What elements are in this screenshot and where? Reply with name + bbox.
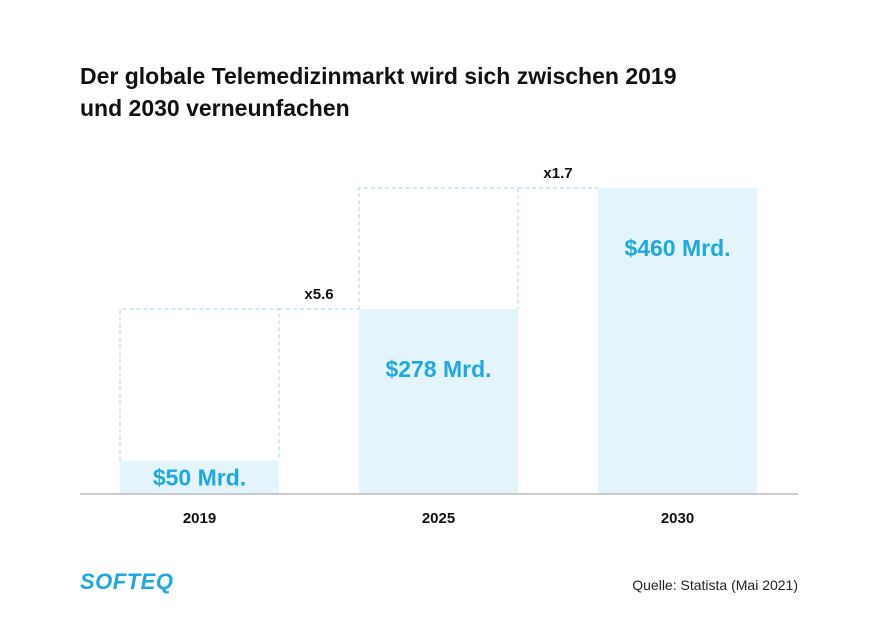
softeq-logo: SOFTEQ	[80, 569, 174, 594]
chart-title-line-1: Der globale Telemedizinmarkt wird sich z…	[80, 63, 677, 89]
growth-outline-2025	[358, 187, 519, 310]
chart-title-line-2: und 2030 verneunfachen	[80, 95, 350, 121]
value-label-2025: $278 Mrd.	[385, 356, 491, 382]
x-tick-label-2030: 2030	[661, 510, 694, 527]
chart-title: Der globale Telemedizinmarkt wird sich z…	[80, 60, 800, 124]
growth-outline-2019	[119, 308, 280, 461]
value-label-2019: $50 Mrd.	[153, 464, 246, 490]
growth-label-2025-2030: x1.7	[543, 165, 572, 182]
bar-2030	[598, 188, 757, 494]
x-tick-label-2025: 2025	[422, 510, 455, 527]
bar-2025	[359, 309, 518, 494]
bar-2019	[120, 460, 279, 494]
value-label-2030: $460 Mrd.	[624, 235, 730, 261]
x-tick-label-2019: 2019	[183, 510, 216, 527]
source-note: Quelle: Statista (Mai 2021)	[632, 577, 798, 593]
growth-label-2019-2025: x5.6	[304, 286, 333, 303]
